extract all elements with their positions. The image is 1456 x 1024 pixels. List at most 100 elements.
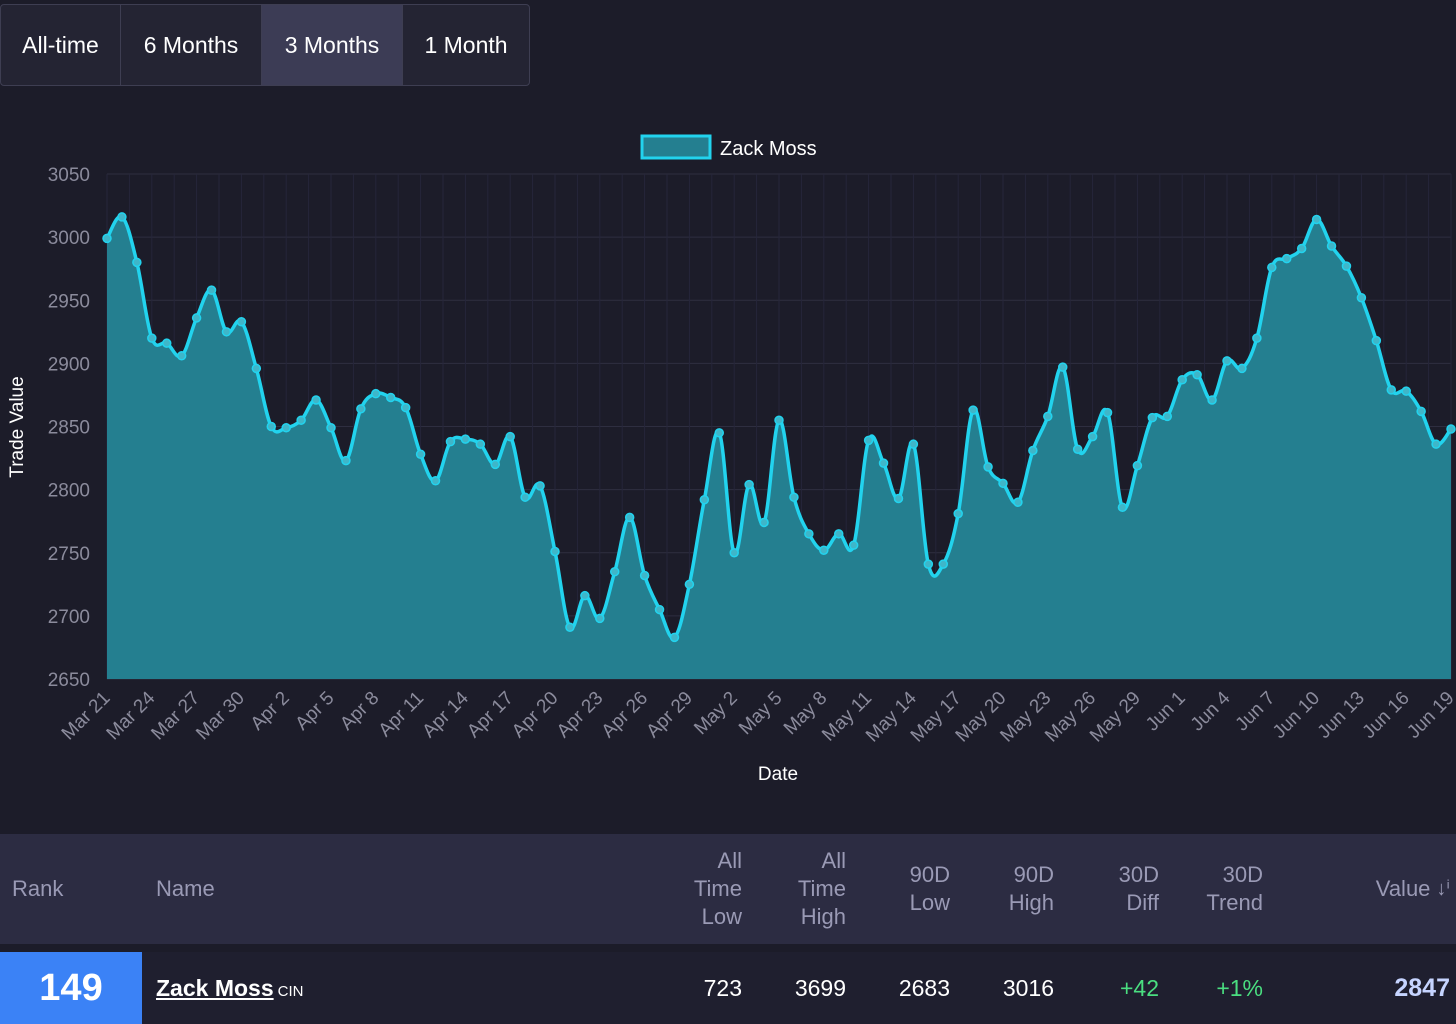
data-point[interactable]: [1028, 445, 1038, 456]
data-point[interactable]: [1072, 444, 1083, 454]
data-point[interactable]: [505, 431, 515, 442]
data-point[interactable]: [1326, 241, 1337, 251]
data-point[interactable]: [789, 492, 799, 502]
header-90d-high[interactable]: 90D High: [954, 834, 1054, 944]
header-name[interactable]: Name: [156, 834, 215, 944]
data-point[interactable]: [744, 479, 754, 490]
data-point[interactable]: [1087, 431, 1098, 442]
data-point[interactable]: [998, 478, 1008, 489]
data-point[interactable]: [475, 439, 486, 449]
data-point[interactable]: [341, 455, 351, 466]
data-point[interactable]: [1446, 424, 1456, 434]
data-point[interactable]: [535, 481, 545, 491]
data-point[interactable]: [1057, 362, 1068, 372]
data-point[interactable]: [221, 327, 232, 337]
data-point[interactable]: [102, 233, 112, 244]
data-point[interactable]: [460, 434, 471, 444]
data-point[interactable]: [1296, 243, 1307, 254]
data-point[interactable]: [729, 548, 739, 558]
data-point[interactable]: [1356, 292, 1367, 303]
data-point[interactable]: [236, 316, 247, 327]
data-point[interactable]: [1267, 262, 1277, 273]
data-point[interactable]: [833, 529, 844, 539]
data-point[interactable]: [684, 579, 695, 590]
data-point[interactable]: [415, 449, 426, 460]
data-point[interactable]: [1222, 356, 1232, 366]
data-point[interactable]: [595, 613, 605, 624]
data-point[interactable]: [714, 428, 725, 438]
chart-legend[interactable]: Zack Moss: [640, 134, 817, 160]
data-point[interactable]: [759, 517, 769, 528]
data-point[interactable]: [490, 459, 501, 470]
data-point[interactable]: [669, 632, 680, 643]
data-point[interactable]: [804, 529, 814, 539]
data-point[interactable]: [639, 570, 650, 581]
tab-6-months[interactable]: 6 Months: [121, 5, 262, 85]
data-point[interactable]: [1162, 411, 1173, 422]
data-point[interactable]: [908, 439, 919, 449]
data-point[interactable]: [1386, 385, 1397, 395]
tab-all-time[interactable]: All-time: [1, 5, 121, 85]
data-point[interactable]: [654, 604, 665, 615]
data-point[interactable]: [1043, 411, 1053, 422]
data-point[interactable]: [281, 423, 291, 433]
data-point[interactable]: [1281, 253, 1292, 264]
data-point[interactable]: [176, 351, 187, 361]
data-point[interactable]: [609, 566, 620, 577]
data-point[interactable]: [1132, 460, 1143, 471]
data-point[interactable]: [1117, 502, 1128, 513]
header-30d-trend[interactable]: 30D Trend: [1163, 834, 1263, 944]
data-point[interactable]: [117, 212, 127, 222]
data-point[interactable]: [1192, 369, 1202, 380]
data-point[interactable]: [445, 436, 456, 447]
data-point[interactable]: [624, 512, 635, 523]
player-name-link[interactable]: Zack Moss: [156, 974, 274, 1001]
data-point[interactable]: [938, 559, 949, 569]
data-point[interactable]: [1431, 439, 1441, 449]
tab-3-months[interactable]: 3 Months: [262, 5, 403, 85]
data-point[interactable]: [1252, 333, 1262, 343]
data-point[interactable]: [1147, 412, 1158, 423]
data-point[interactable]: [1102, 407, 1113, 418]
data-point[interactable]: [699, 494, 710, 505]
data-point[interactable]: [1013, 497, 1023, 507]
data-point[interactable]: [1341, 261, 1352, 271]
data-point[interactable]: [132, 257, 142, 268]
data-point[interactable]: [774, 415, 784, 425]
data-point[interactable]: [1401, 386, 1411, 396]
data-point[interactable]: [923, 559, 934, 569]
data-point[interactable]: [983, 462, 993, 472]
header-90d-low[interactable]: 90D Low: [850, 834, 950, 944]
data-point[interactable]: [953, 508, 963, 519]
header-30d-diff[interactable]: 30D Diff: [1060, 834, 1159, 944]
data-point[interactable]: [565, 622, 575, 632]
data-point[interactable]: [326, 423, 336, 433]
data-point[interactable]: [147, 333, 157, 343]
header-value[interactable]: Value ↓ⁱ: [1300, 834, 1450, 944]
data-point[interactable]: [1416, 406, 1426, 417]
data-point[interactable]: [251, 363, 262, 374]
data-point[interactable]: [863, 435, 874, 446]
data-point[interactable]: [430, 476, 441, 486]
data-point[interactable]: [1311, 214, 1322, 225]
data-point[interactable]: [878, 458, 889, 468]
data-point[interactable]: [311, 395, 321, 405]
data-point[interactable]: [1177, 375, 1187, 385]
data-point[interactable]: [893, 493, 904, 504]
data-point[interactable]: [520, 492, 530, 502]
data-point[interactable]: [1237, 363, 1247, 374]
data-point[interactable]: [296, 415, 306, 425]
data-point[interactable]: [356, 404, 366, 414]
tab-1-month[interactable]: 1 Month: [424, 31, 508, 58]
data-point[interactable]: [371, 388, 381, 399]
data-point[interactable]: [400, 402, 411, 413]
data-point[interactable]: [819, 545, 829, 555]
header-all-time-low[interactable]: All Time Low: [640, 834, 742, 944]
header-all-time-high[interactable]: All Time High: [746, 834, 846, 944]
header-rank[interactable]: Rank: [12, 834, 63, 944]
data-point[interactable]: [1207, 395, 1217, 405]
data-point[interactable]: [1371, 335, 1382, 346]
data-point[interactable]: [580, 590, 590, 601]
data-point[interactable]: [385, 392, 396, 403]
data-point[interactable]: [848, 540, 859, 550]
